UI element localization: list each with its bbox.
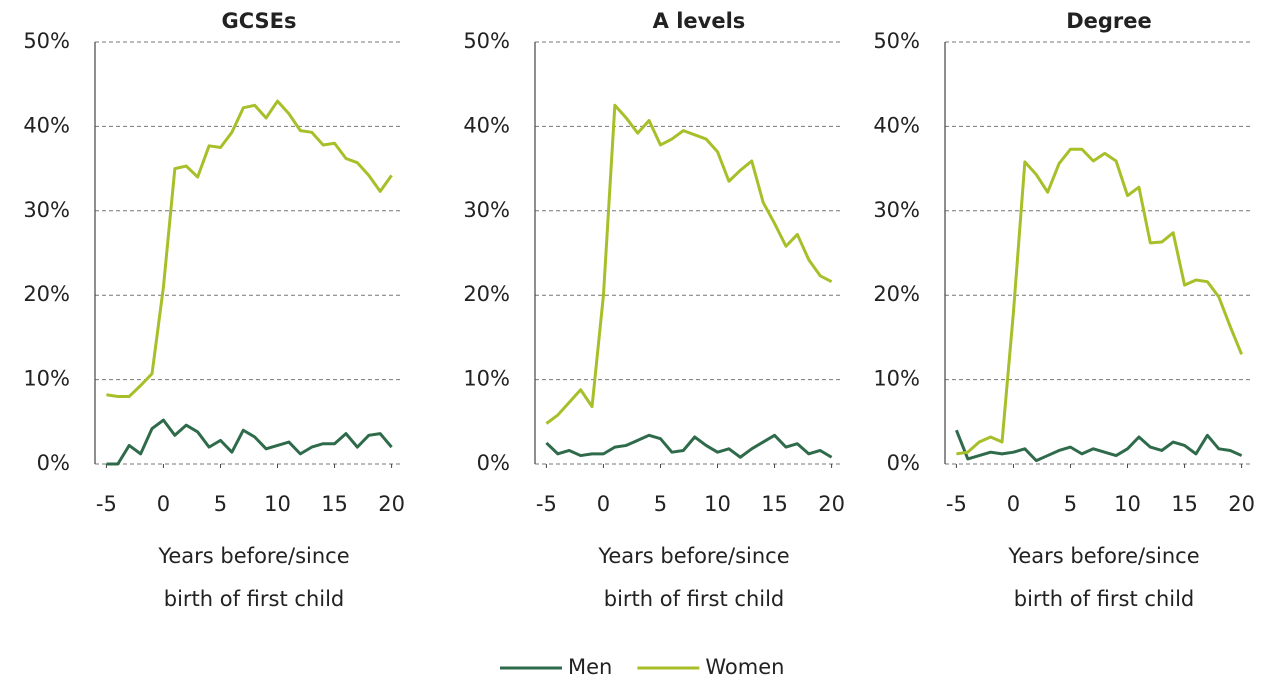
y-tick-label: 20% [23,282,70,306]
x-axis-label: Years before/since [1007,544,1199,568]
x-tick-label: 10 [704,492,731,516]
x-tick-label: 0 [597,492,610,516]
x-tick-label: 5 [214,492,227,516]
y-tick-label: 10% [23,367,70,391]
x-axis-label: Years before/since [157,544,349,568]
y-tick-label: 10% [463,367,510,391]
x-tick-label: 5 [654,492,667,516]
x-axis-label: Years before/since [597,544,789,568]
y-tick-label: 20% [873,282,920,306]
y-tick-label: 40% [23,113,70,137]
x-tick-label: 15 [321,492,348,516]
x-tick-label: -5 [96,492,117,516]
legend-label: Men [568,655,612,679]
y-tick-label: 10% [873,367,920,391]
y-tick-label: 50% [873,29,920,53]
series-line [545,103,833,425]
series-line [956,147,1243,456]
x-tick-label: 15 [1171,492,1198,516]
x-tick-label: 5 [1064,492,1077,516]
x-tick-label: -5 [536,492,557,516]
y-tick-label: 0% [477,451,510,475]
chart-title: Degree [1066,9,1152,33]
x-tick-label: -5 [946,492,967,516]
series-line [955,429,1243,463]
x-axis-label: birth of first child [1014,587,1195,611]
x-tick-label: 10 [1114,492,1141,516]
y-tick-label: 0% [37,451,70,475]
chart-title: GCSEs [221,9,296,33]
legend-label: Women [705,655,784,679]
x-tick-label: 10 [264,492,291,516]
x-axis-label: birth of first child [604,587,785,611]
series-line [106,418,393,466]
y-tick-label: 50% [463,29,510,53]
series-line [545,433,833,459]
y-tick-label: 40% [873,113,920,137]
x-tick-label: 0 [157,492,170,516]
y-tick-label: 40% [463,113,510,137]
x-axis-label: birth of first child [164,587,345,611]
x-tick-label: 0 [1007,492,1020,516]
y-tick-label: 20% [463,282,510,306]
x-tick-label: 15 [761,492,788,516]
chart-title: A levels [653,9,746,33]
x-tick-label: 20 [378,492,405,516]
x-tick-label: 20 [818,492,845,516]
y-tick-label: 0% [887,451,920,475]
y-tick-label: 30% [463,198,510,222]
x-tick-label: 20 [1228,492,1255,516]
y-tick-label: 50% [23,29,70,53]
y-tick-label: 30% [873,198,920,222]
y-tick-label: 30% [23,198,70,222]
series-line [106,99,393,398]
